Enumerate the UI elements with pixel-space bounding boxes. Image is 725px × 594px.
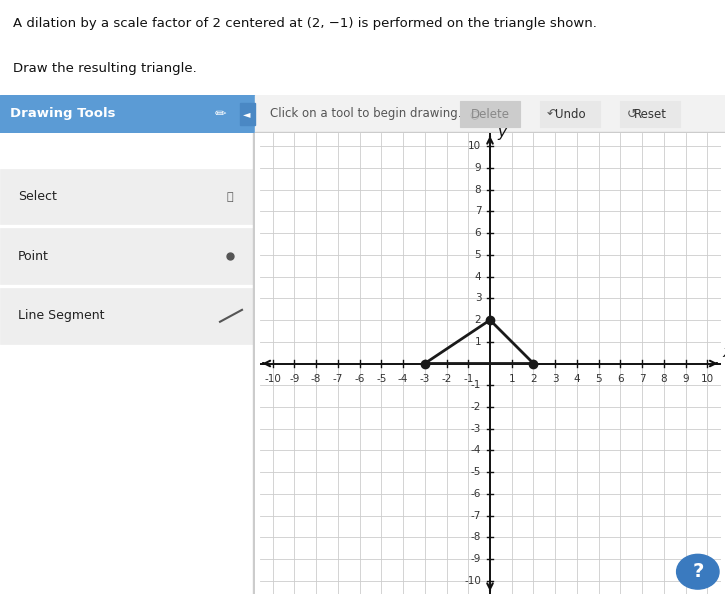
Text: x: x [723, 345, 725, 360]
Text: ✏: ✏ [214, 107, 225, 121]
Bar [0, 95, 255, 133]
Text: 2: 2 [530, 374, 536, 384]
Text: 7: 7 [639, 374, 645, 384]
Text: y: y [497, 125, 507, 141]
Text: 5: 5 [475, 249, 481, 260]
Text: 1: 1 [475, 337, 481, 347]
Text: 4: 4 [573, 374, 580, 384]
Text: -3: -3 [471, 424, 481, 434]
Text: ↶: ↶ [547, 108, 558, 121]
Text: 3: 3 [552, 374, 558, 384]
Text: Select: Select [18, 190, 57, 203]
Text: 2: 2 [475, 315, 481, 325]
Text: 8: 8 [660, 374, 667, 384]
Text: 4: 4 [475, 271, 481, 282]
Text: -1: -1 [463, 374, 473, 384]
Text: 1: 1 [508, 374, 515, 384]
Text: -4: -4 [398, 374, 408, 384]
Text: -1: -1 [471, 380, 481, 390]
Text: Delete: Delete [471, 108, 510, 121]
Bar [540, 101, 600, 127]
Text: -5: -5 [471, 467, 481, 477]
Text: Draw the resulting triangle.: Draw the resulting triangle. [13, 62, 196, 75]
Text: -10: -10 [465, 576, 481, 586]
Text: ○: ○ [469, 109, 479, 119]
Bar [0, 228, 255, 284]
Text: -8: -8 [311, 374, 321, 384]
Bar [0, 169, 255, 225]
Text: Line Segment: Line Segment [18, 309, 104, 323]
Text: 6: 6 [617, 374, 624, 384]
Text: 8: 8 [475, 185, 481, 195]
Bar [0, 288, 255, 344]
Text: A dilation by a scale factor of 2 centered at (2, −1) is performed on the triang: A dilation by a scale factor of 2 center… [13, 17, 597, 30]
Text: 9: 9 [475, 163, 481, 173]
Text: -7: -7 [333, 374, 343, 384]
Bar [255, 131, 725, 133]
Text: -6: -6 [471, 489, 481, 499]
Bar [620, 101, 680, 127]
Text: -5: -5 [376, 374, 386, 384]
Text: ?: ? [692, 563, 703, 581]
Text: 6: 6 [475, 228, 481, 238]
Text: ↺: ↺ [626, 108, 637, 121]
Text: ◄: ◄ [244, 109, 251, 119]
Text: 7: 7 [475, 206, 481, 216]
Text: -2: -2 [471, 402, 481, 412]
Text: -9: -9 [471, 554, 481, 564]
Text: 9: 9 [682, 374, 689, 384]
Text: -6: -6 [355, 374, 365, 384]
Bar [255, 95, 725, 133]
Bar [460, 101, 520, 127]
Text: Undo: Undo [555, 108, 585, 121]
Text: -4: -4 [471, 446, 481, 456]
Circle shape [676, 554, 719, 589]
Text: 5: 5 [595, 374, 602, 384]
Text: -2: -2 [442, 374, 452, 384]
Text: 10: 10 [468, 141, 481, 151]
Text: Point: Point [18, 249, 49, 263]
Text: 10: 10 [701, 374, 714, 384]
Text: -10: -10 [264, 374, 281, 384]
Text: 3: 3 [475, 293, 481, 304]
Text: Click on a tool to begin drawing.: Click on a tool to begin drawing. [270, 108, 462, 121]
Text: 🖱: 🖱 [227, 192, 233, 201]
Text: -8: -8 [471, 532, 481, 542]
Bar [240, 103, 255, 125]
Bar [253, 133, 255, 594]
Text: Reset: Reset [634, 108, 666, 121]
Text: -9: -9 [289, 374, 299, 384]
Text: -3: -3 [420, 374, 430, 384]
Text: Drawing Tools: Drawing Tools [10, 108, 115, 121]
Text: -7: -7 [471, 511, 481, 521]
